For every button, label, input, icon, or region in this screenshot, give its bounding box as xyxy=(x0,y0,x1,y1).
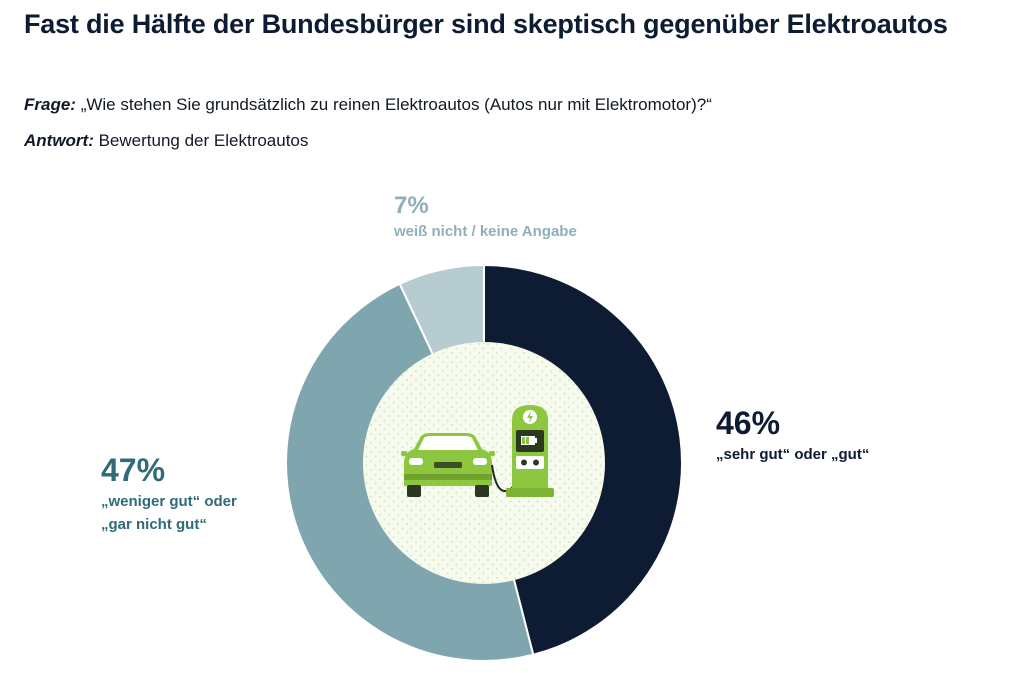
question-text: „Wie stehen Sie grundsätzlich zu reinen … xyxy=(75,95,712,114)
good-percent: 46% xyxy=(716,405,781,441)
dont-know-percent: 7% xyxy=(394,192,429,219)
answer-line: Antwort: Bewertung der Elektroautos xyxy=(24,131,308,151)
answer-label: Antwort: xyxy=(24,131,94,150)
label-dont-know: 7% weiß nicht / keine Angabe xyxy=(394,192,577,241)
question-line: Frage: „Wie stehen Sie grundsätzlich zu … xyxy=(24,95,712,115)
electric-car-charging-icon xyxy=(401,405,554,497)
answer-text: Bewertung der Elektroautos xyxy=(93,131,309,150)
bad-description-line2: „gar nicht gut“ xyxy=(101,516,207,533)
chart-title: Fast die Hälfte der Bundesbürger sind sk… xyxy=(24,9,948,39)
bad-description-line1: „weniger gut“ oder xyxy=(101,493,237,510)
bad-percent: 47% xyxy=(101,452,166,488)
label-bad: 47% „weniger gut“ oder „gar nicht gut“ xyxy=(101,452,237,534)
question-label: Frage: xyxy=(24,95,76,114)
good-description: „sehr gut“ oder „gut“ xyxy=(716,446,870,463)
dont-know-description: weiß nicht / keine Angabe xyxy=(394,223,577,240)
label-good: 46% „sehr gut“ oder „gut“ xyxy=(716,405,869,464)
